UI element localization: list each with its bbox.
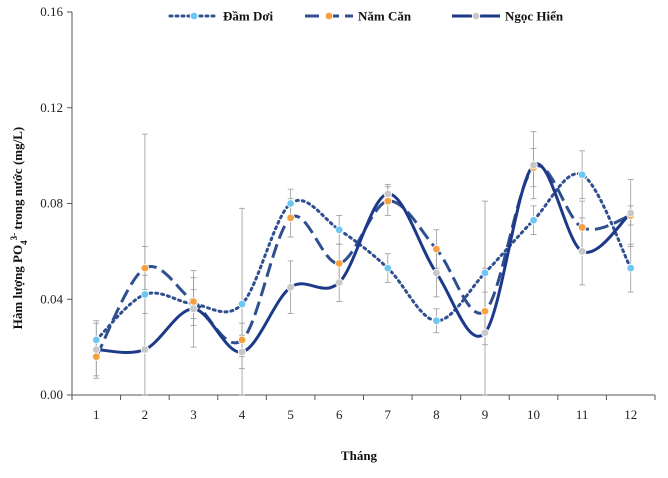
data-point [92, 352, 101, 361]
x-tick-label: 9 [482, 407, 489, 422]
y-tick-label: 0.12 [40, 100, 63, 115]
data-point [577, 170, 587, 179]
data-point [140, 345, 150, 354]
legend-label: Đầm Dơi [223, 9, 274, 24]
x-axis-title: Tháng [341, 448, 378, 463]
data-point [286, 213, 295, 223]
series-line [94, 172, 633, 342]
x-tick-label: 5 [287, 407, 294, 422]
legend-label: Năm Căn [358, 9, 412, 24]
data-point [480, 307, 490, 316]
y-tick-label: 0.08 [40, 196, 63, 211]
data-point [92, 335, 101, 345]
data-point [189, 304, 198, 314]
x-tick-label: 2 [142, 407, 149, 422]
data-point [432, 316, 441, 325]
legend-label: Ngọc Hiển [505, 9, 564, 24]
y-ticks: 0.00 0.04 0.08 0.12 0.16 [40, 4, 72, 402]
data-point [140, 290, 150, 299]
series-line [94, 164, 632, 358]
data-point [626, 208, 635, 218]
data-point [140, 263, 150, 273]
data-point [237, 347, 247, 357]
y-axis-title-main: Hàm lượng PO [10, 245, 25, 329]
x-tick-label: 3 [190, 407, 197, 422]
data-point [577, 247, 587, 256]
data-point [335, 278, 344, 287]
data-point [383, 189, 392, 199]
y-axis-title-rest: trong nước (mg/L) [10, 127, 25, 233]
data-point [335, 225, 344, 235]
data-point [237, 335, 247, 345]
x-ticks: 1 2 3 4 5 6 7 8 9 10 11 12 [71, 395, 656, 422]
x-tick-label: 4 [239, 407, 246, 422]
y-tick-label: 0.00 [40, 387, 63, 402]
data-point [189, 297, 198, 306]
x-tick-label: 10 [527, 407, 540, 422]
y-axis-title-subscript: 4 [19, 240, 29, 245]
x-tick-label: 11 [576, 407, 589, 422]
data-point [577, 223, 587, 232]
series-markers [92, 160, 635, 361]
data-point [432, 244, 441, 254]
data-point [286, 283, 295, 292]
data-point [529, 216, 538, 225]
x-tick-label: 8 [433, 407, 440, 422]
data-point [529, 160, 538, 170]
legend-marker [471, 11, 481, 21]
y-axis-title: Hàm lượng PO43- trong nước (mg/L) [9, 127, 29, 329]
x-tick-label: 7 [385, 407, 392, 422]
data-point [383, 196, 392, 206]
y-tick-label: 0.04 [40, 291, 63, 306]
data-point [237, 299, 247, 309]
data-point [383, 263, 392, 273]
series-lines [94, 162, 633, 358]
legend-marker [189, 11, 199, 21]
data-point [626, 263, 635, 273]
x-tick-label: 12 [624, 407, 637, 422]
data-point [335, 259, 344, 268]
data-point [92, 345, 101, 354]
legend-marker [324, 11, 334, 21]
y-tick-label: 0.16 [40, 4, 63, 19]
legend: Đầm Dơi Năm Căn Ngọc Hiển [168, 9, 564, 24]
x-tick-label: 6 [336, 407, 343, 422]
error-bars [93, 131, 634, 396]
series-line [96, 162, 632, 354]
x-tick-label: 1 [93, 407, 100, 422]
data-point [286, 199, 295, 208]
data-point [480, 268, 490, 278]
data-point [432, 268, 441, 278]
data-point [480, 328, 490, 337]
y-axis-title-superscript: 3- [9, 233, 19, 241]
